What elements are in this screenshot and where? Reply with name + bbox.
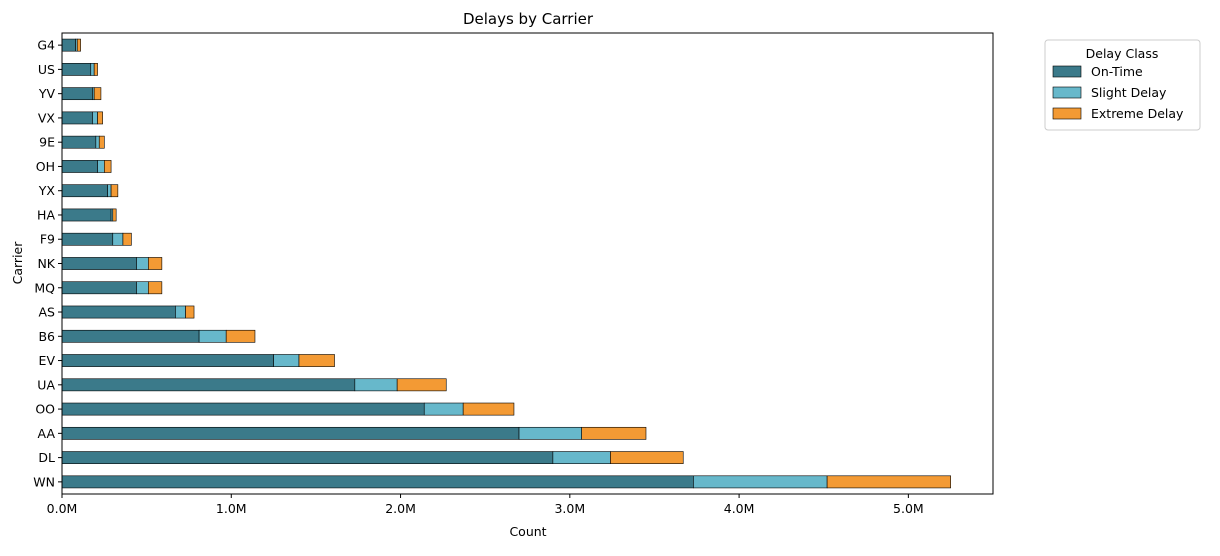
bar-WN-slight-delay [693,475,828,489]
y-tick-label: HA [37,207,55,222]
y-axis: WN DL AA OO UA EV B6 AS MQ NK F9 HA YX OH 9E VX YV US G4 [33,38,62,489]
bar-NK-slight-delay [136,257,149,270]
bar-OO-extreme-delay [462,402,515,416]
legend-swatch [1052,107,1082,120]
bar-EV-extreme-delay [298,354,335,367]
bar-AA-slight-delay [518,426,582,440]
bar-B6-extreme-delay [225,329,256,343]
bar-NK-on-time [61,257,137,270]
bar-YX-slight-delay [107,184,112,198]
x-tick-label: 3.0M [554,501,585,516]
y-tick-label: OO [35,402,55,417]
x-tick-label: 1.0M [216,501,247,516]
x-axis-label: Count [509,524,546,539]
bar-9E-extreme-delay [98,135,105,149]
bar-OH-slight-delay [97,160,105,173]
y-tick-label: F9 [40,232,55,247]
bar-YV-extreme-delay [93,87,102,101]
legend-title: Delay Class [1086,46,1159,61]
bar-WN-on-time [61,475,694,489]
bar-AA-extreme-delay [581,426,647,440]
legend-label: Slight Delay [1091,85,1167,100]
y-axis-label: Carrier [10,241,25,285]
bar-VX-extreme-delay [97,111,103,125]
bar-HA-extreme-delay [112,208,117,222]
chart-title: Delays by Carrier [463,10,594,28]
bar-F9-slight-delay [112,232,124,246]
bar-VX-slight-delay [92,111,98,125]
bar-US-extreme-delay [93,63,98,76]
bar-OO-on-time [61,402,425,416]
bar-AA-on-time [61,426,520,440]
bar-UA-extreme-delay [396,378,447,392]
bar-YX-extreme-delay [110,184,119,198]
y-tick-label: YV [38,86,56,101]
bar-VX-on-time [61,111,93,125]
bar-US-on-time [61,63,92,76]
plot-frame [61,32,994,495]
bar-YX-on-time [61,184,109,198]
x-tick-label: 0.0M [47,501,78,516]
bar-OH-extreme-delay [104,160,112,173]
bar-HA-on-time [61,208,112,222]
bar-MQ-on-time [61,281,137,295]
bar-NK-extreme-delay [148,257,163,270]
y-tick-label: OH [36,159,55,174]
bar-G4-on-time [61,38,76,52]
bar-MQ-slight-delay [136,281,149,295]
legend: Delay Class On-Time Slight Delay Extreme D… [1044,39,1201,131]
bars [61,38,951,489]
legend-label: On-Time [1091,64,1143,79]
bar-WN-extreme-delay [826,475,951,489]
y-tick-label: MQ [34,280,55,295]
y-tick-label: NK [37,256,55,271]
y-tick-label: YX [38,183,56,198]
bar-F9-extreme-delay [122,232,132,246]
y-tick-label: 9E [39,135,55,150]
bar-B6-on-time [61,329,200,343]
bar-F9-on-time [61,232,114,246]
y-tick-label: AS [39,305,56,320]
bar-G4-extreme-delay [76,38,81,52]
x-tick-label: 2.0M [385,501,416,516]
legend-items: On-Time Slight Delay Extreme Delay [1052,64,1184,121]
bar-EV-on-time [61,354,274,367]
y-tick-label: UA [37,377,55,392]
bar-AS-extreme-delay [185,305,195,319]
x-axis: 0.0M 1.0M 2.0M 3.0M 4.0M 5.0M [47,494,924,516]
bar-DL-on-time [61,451,554,464]
legend-box [1044,39,1201,131]
y-tick-label: US [38,62,55,77]
bar-MQ-extreme-delay [148,281,163,295]
bar-YV-on-time [61,87,93,101]
bar-US-slight-delay [90,63,95,76]
x-tick-label: 4.0M [724,501,755,516]
bar-DL-slight-delay [552,451,611,464]
bar-DL-extreme-delay [610,451,684,464]
y-tick-label: AA [38,426,56,441]
legend-swatch [1052,86,1082,99]
bar-UA-on-time [61,378,356,392]
bar-B6-slight-delay [198,329,227,343]
y-tick-label: VX [38,110,56,125]
bar-OH-on-time [61,160,98,173]
y-tick-label: DL [38,450,55,465]
bar-9E-slight-delay [95,135,100,149]
bar-UA-slight-delay [354,378,398,392]
bar-AS-slight-delay [175,305,186,319]
bar-OO-slight-delay [423,402,464,416]
y-tick-label: EV [39,353,56,368]
y-tick-label: B6 [38,329,55,344]
x-tick-label: 5.0M [893,501,924,516]
y-tick-label: G4 [37,38,55,53]
y-tick-label: WN [33,474,55,489]
legend-swatch [1052,65,1082,78]
legend-label: Extreme Delay [1091,106,1184,121]
bar-EV-slight-delay [273,354,300,367]
bar-9E-on-time [61,135,97,149]
bar-AS-on-time [61,305,176,319]
